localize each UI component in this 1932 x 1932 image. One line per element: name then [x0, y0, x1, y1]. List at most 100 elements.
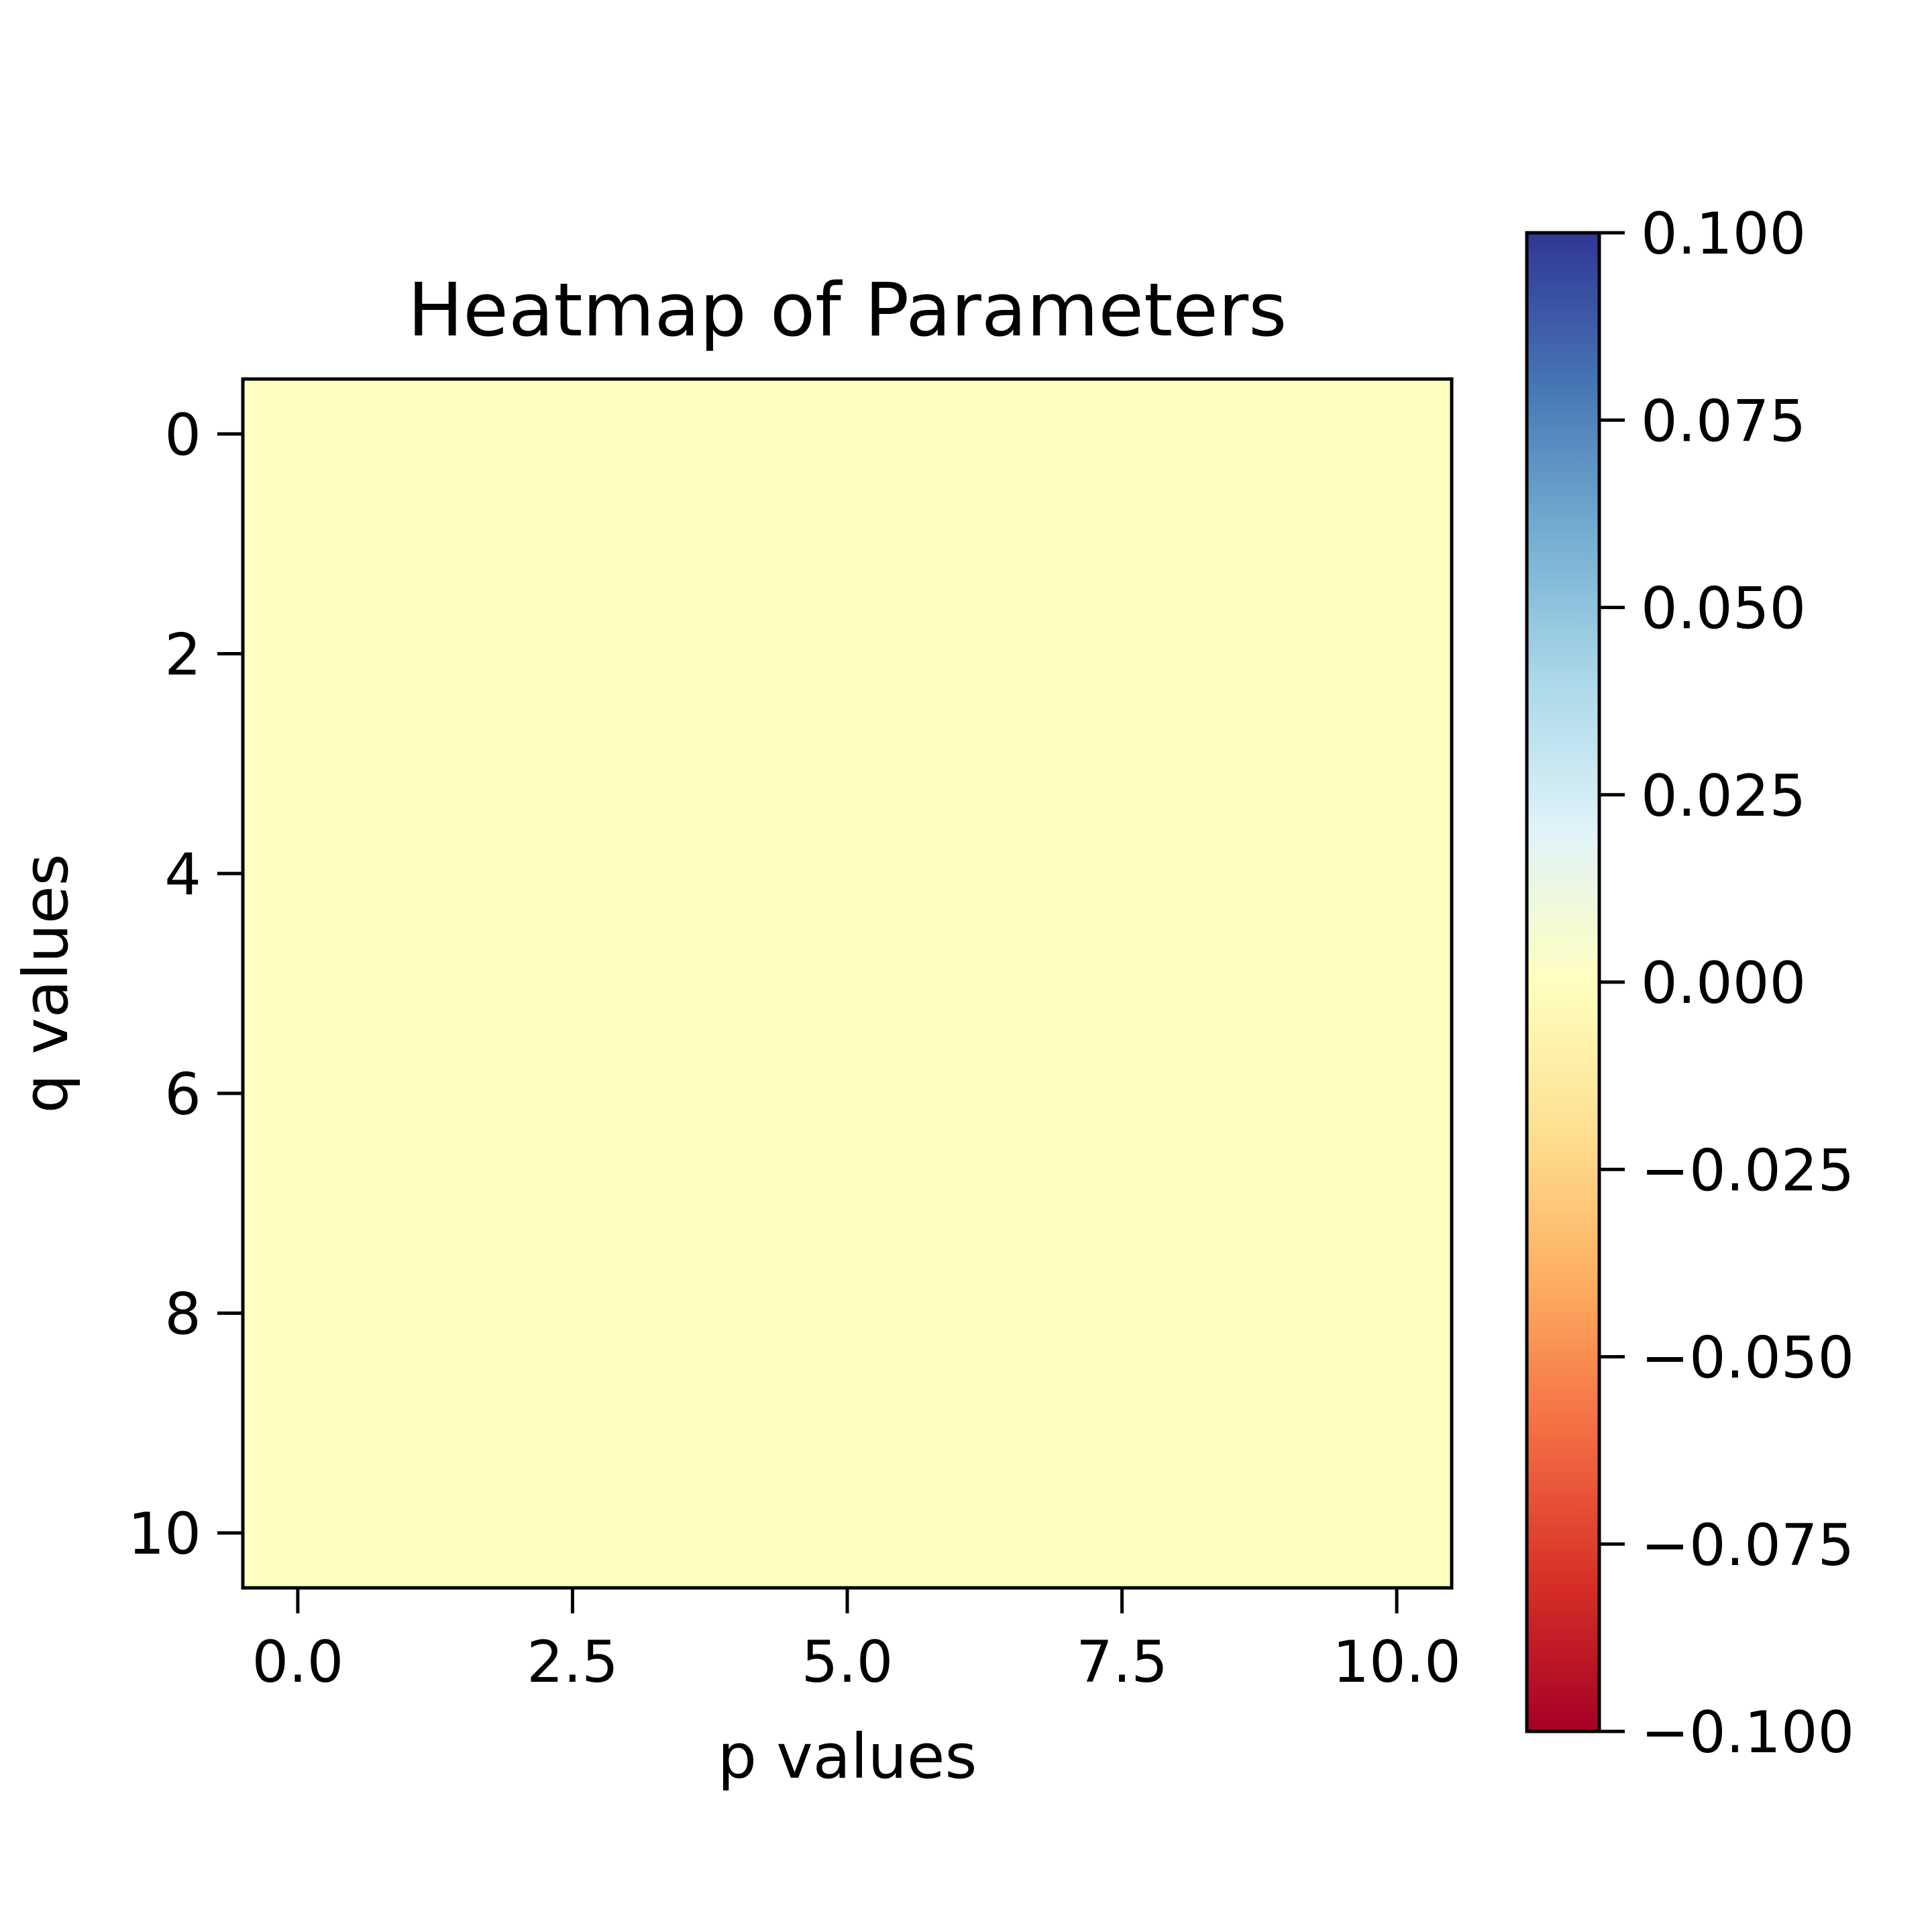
colorbar-tick-label: −0.100: [1641, 1699, 1854, 1766]
heatmap-cell: [462, 379, 574, 490]
heatmap-cell: [1122, 379, 1232, 490]
heatmap-cell: [1012, 928, 1123, 1039]
heatmap-cell: [1122, 1478, 1232, 1589]
heatmap-cell: [792, 1038, 903, 1149]
heatmap-cell: [1122, 488, 1232, 600]
heatmap-cell: [462, 598, 574, 710]
heatmap-cell: [1012, 1148, 1123, 1259]
heatmap-cell: [572, 708, 683, 819]
heatmap-cell: [1232, 1258, 1342, 1368]
heatmap-cell: [902, 598, 1013, 710]
heatmap-cell: [572, 1368, 683, 1479]
heatmap-cell: [572, 1148, 683, 1259]
heatmap-cell: [1342, 379, 1452, 490]
x-axis-label: p values: [718, 1721, 977, 1792]
heatmap-cell: [682, 1258, 793, 1368]
heatmap-cell: [462, 1478, 574, 1589]
heatmap-cell: [462, 1148, 574, 1259]
heatmap-cell: [572, 1038, 683, 1149]
heatmap-cell: [1122, 928, 1232, 1039]
heatmap-cell: [1342, 598, 1452, 710]
heatmap-cell: [462, 928, 574, 1039]
heatmap-cell: [572, 379, 683, 490]
heatmap-cells: [243, 379, 1452, 1589]
colorbar-tick-label: −0.050: [1641, 1325, 1854, 1392]
heatmap-cell: [1342, 1478, 1452, 1589]
heatmap-cell: [243, 1148, 354, 1259]
y-tick-label: 2: [164, 622, 201, 689]
heatmap-cell: [682, 379, 793, 490]
colorbar-tick-label: 0.050: [1641, 576, 1806, 643]
colorbar-tick-label: 0.025: [1641, 763, 1806, 830]
heatmap-cell: [792, 708, 903, 819]
x-tick-label: 0.0: [252, 1629, 344, 1696]
x-tick-label: 10.0: [1332, 1629, 1460, 1696]
heatmap-cell: [1232, 928, 1342, 1039]
heatmap-cell: [1122, 1148, 1232, 1259]
heatmap-cell: [902, 1258, 1013, 1368]
colorbar-ticks: −0.100 −0.075 −0.050 −0.025 0.000 0.025 0.050 0…: [1599, 201, 1854, 1766]
heatmap-cell: [243, 598, 354, 710]
heatmap-cell: [1122, 598, 1232, 710]
heatmap-cell: [1232, 379, 1342, 490]
heatmap-cell: [902, 708, 1013, 819]
heatmap-cell: [462, 708, 574, 819]
heatmap-cell: [792, 379, 903, 490]
heatmap-cell: [1232, 488, 1342, 600]
heatmap-cell: [1232, 598, 1342, 710]
heatmap-cell: [792, 1258, 903, 1368]
heatmap-cell: [352, 1148, 464, 1259]
heatmap-cell: [462, 818, 574, 929]
x-tick-label: 2.5: [527, 1629, 619, 1696]
heatmap-cell: [682, 1368, 793, 1479]
y-axis-ticks: 0 2 4 6 8 10: [128, 402, 243, 1568]
heatmap-cell: [572, 488, 683, 600]
heatmap-cell: [243, 708, 354, 819]
heatmap-cell: [572, 818, 683, 929]
heatmap-cell: [572, 1478, 683, 1589]
heatmap-cell: [902, 818, 1013, 929]
heatmap-cell: [1012, 1478, 1123, 1589]
colorbar-tick-label: 0.100: [1641, 201, 1806, 268]
heatmap-cell: [1232, 708, 1342, 819]
heatmap-cell: [1342, 1148, 1452, 1259]
y-tick-label: 8: [164, 1281, 201, 1348]
heatmap-cell: [792, 1368, 903, 1479]
heatmap-cell: [352, 598, 464, 710]
heatmap-cell: [1012, 488, 1123, 600]
colorbar: [1525, 231, 1601, 1733]
heatmap-cell: [243, 488, 354, 600]
heatmap-cell: [243, 1258, 354, 1368]
heatmap-cell: [682, 1038, 793, 1149]
heatmap-cell: [792, 818, 903, 929]
colorbar-tick-label: −0.025: [1641, 1137, 1854, 1204]
heatmap-cell: [902, 379, 1013, 490]
heatmap-cell: [682, 708, 793, 819]
heatmap-cell: [1232, 1148, 1342, 1259]
heatmap-cell: [682, 818, 793, 929]
heatmap-cell: [792, 488, 903, 600]
y-tick-label: 10: [128, 1501, 201, 1568]
heatmap-cell: [352, 708, 464, 819]
heatmap-cell: [902, 1478, 1013, 1589]
heatmap-cell: [682, 928, 793, 1039]
chart-title: Heatmap of Parameters: [408, 267, 1287, 353]
colorbar-tick-label: −0.075: [1641, 1512, 1854, 1579]
heatmap-cell: [1232, 818, 1342, 929]
heatmap-cell: [1342, 1368, 1452, 1479]
heatmap-cell: [352, 488, 464, 600]
heatmap-cell: [1012, 379, 1123, 490]
heatmap-cell: [902, 1368, 1013, 1479]
heatmap-cell: [902, 1148, 1013, 1259]
heatmap-cell: [352, 1258, 464, 1368]
heatmap-cell: [902, 928, 1013, 1039]
heatmap-cell: [1012, 708, 1123, 819]
heatmap-cell: [1012, 818, 1123, 929]
heatmap-cell: [572, 598, 683, 710]
heatmap-cell: [1122, 1038, 1232, 1149]
heatmap-cell: [1012, 598, 1123, 710]
colorbar-tick-label: 0.075: [1641, 388, 1806, 455]
heatmap-cell: [243, 1038, 354, 1149]
heatmap-cell: [243, 1478, 354, 1589]
